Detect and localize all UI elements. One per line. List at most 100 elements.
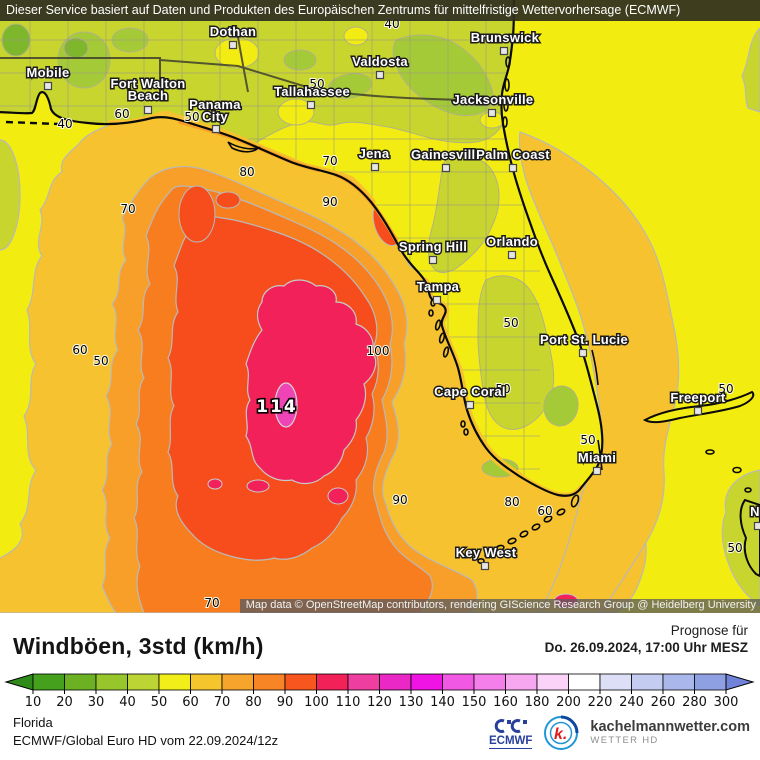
brand-name: kachelmannwetter.com — [590, 719, 750, 735]
scale-tick-130: 130 — [399, 695, 424, 710]
scale-segment — [694, 673, 727, 691]
ecmwf-logo: ECMWF — [488, 717, 533, 749]
contour-label-50: 50 — [495, 382, 510, 396]
contour-label-70: 70 — [120, 202, 135, 216]
contour-60-atlantic — [518, 131, 680, 613]
chart-title: Windböen, 3std (km/h) — [13, 633, 264, 659]
city-marker — [465, 400, 475, 410]
city-label-tallahassee: Tallahassee — [274, 84, 350, 99]
forecast-time: Do. 26.09.2024, 17:00 Uhr MESZ — [544, 640, 748, 655]
contour-label-60: 60 — [537, 504, 552, 518]
state-borders — [0, 24, 502, 101]
contour-label-60: 60 — [114, 107, 129, 121]
scale-tick-220: 220 — [588, 695, 613, 710]
scale-segment — [599, 673, 632, 691]
kachelmann-k: k. — [554, 726, 567, 743]
scale-tick-10: 10 — [25, 695, 42, 710]
city-marker — [441, 163, 451, 173]
contour-label-50: 50 — [503, 316, 518, 330]
scale-segment — [221, 673, 254, 691]
scale-tick-60: 60 — [182, 695, 199, 710]
scale-segment — [64, 673, 97, 691]
contour-100 — [245, 279, 377, 485]
city-marker — [499, 46, 509, 56]
scale-tick-50: 50 — [151, 695, 168, 710]
contour-label-90: 90 — [392, 493, 407, 507]
peak-value-label: 114 — [256, 397, 298, 417]
scale-segment — [347, 673, 380, 691]
scale-tick-110: 110 — [336, 695, 361, 710]
scale-arrow-right — [725, 673, 755, 691]
city-marker — [143, 105, 153, 115]
city-label-fort-walton-beach: Fort Walton Beach — [110, 76, 185, 103]
scale-tick-200: 200 — [556, 695, 581, 710]
scale-tick-70: 70 — [214, 695, 231, 710]
scale-segment — [505, 673, 538, 691]
scale-segment — [158, 673, 191, 691]
scale-tick-80: 80 — [245, 695, 262, 710]
region-label: Florida — [13, 715, 53, 730]
scale-tick-260: 260 — [651, 695, 676, 710]
scale-tick-240: 240 — [619, 695, 644, 710]
scale-arrow-left — [4, 673, 34, 691]
city-marker — [480, 561, 490, 571]
city-marker — [508, 163, 518, 173]
scale-segment — [379, 673, 412, 691]
city-label-jacksonville: Jacksonville — [453, 92, 534, 107]
city-label-dothan: Dothan — [210, 24, 257, 39]
scale-segment — [32, 673, 65, 691]
city-marker — [753, 521, 760, 531]
contour-label-70: 70 — [204, 596, 219, 610]
legend-panel: Windböen, 3std (km/h) Prognose für Do. 2… — [0, 613, 760, 760]
city-label-port-st-lucie: Port St. Lucie — [540, 332, 628, 347]
scale-tick-180: 180 — [525, 695, 550, 710]
city-marker — [370, 162, 380, 172]
city-label-mobile: Mobile — [27, 65, 70, 80]
city-marker — [487, 108, 497, 118]
scale-segment — [95, 673, 128, 691]
forecast-info: Prognose für Do. 26.09.2024, 17:00 Uhr M… — [545, 622, 748, 656]
city-marker — [211, 124, 221, 134]
scale-segment — [284, 673, 317, 691]
city-marker — [432, 295, 442, 305]
model-info: Florida ECMWF/Global Euro HD vom 22.09.2… — [13, 714, 278, 750]
city-label-valdosta: Valdosta — [352, 54, 408, 69]
city-marker — [428, 255, 438, 265]
contour-label-40: 40 — [57, 117, 72, 131]
scale-segment — [316, 673, 349, 691]
contour-label-50: 50 — [184, 110, 199, 124]
contour-label-60: 60 — [72, 343, 87, 357]
city-label-tampa: Tampa — [417, 279, 460, 294]
scale-tick-20: 20 — [56, 695, 73, 710]
city-marker — [375, 70, 385, 80]
city-marker — [43, 81, 53, 91]
contour-label-100: 100 — [367, 344, 390, 358]
scale-tick-120: 120 — [367, 695, 392, 710]
scale-segment — [662, 673, 695, 691]
contour-label-70: 70 — [322, 154, 337, 168]
city-marker — [228, 40, 238, 50]
contour-label-90: 90 — [322, 195, 337, 209]
land — [0, 0, 603, 496]
contour-label-50: 50 — [309, 77, 324, 91]
contour-label-80: 80 — [504, 495, 519, 509]
city-label-miami: Miami — [578, 450, 616, 465]
map-area: 40 60 50 50 40 80 70 90 70 60 50 100 90 80 60 50 50 50 50 5… — [0, 0, 760, 613]
kachelmann-logo-icon: k. — [544, 715, 579, 750]
ecmwf-logo-text: ECMWF — [488, 735, 533, 749]
city-label-orlando: Orlando — [486, 234, 538, 249]
city-marker — [592, 466, 602, 476]
scale-tick-40: 40 — [119, 695, 136, 710]
city-labels: Mobile Dothan Valdosta Brunswick Fort Walton… — [25, 23, 760, 571]
scale-tick-90: 90 — [277, 695, 294, 710]
color-scale: 10 20 30 40 50 60 70 80 90 100 110 120 130 140 150 160 1… — [4, 673, 755, 710]
coastline — [0, 0, 604, 497]
city-label-freeport: Freeport — [670, 390, 726, 405]
scale-tick-280: 280 — [682, 695, 707, 710]
contour-label-50: 50 — [718, 382, 733, 396]
footer-logos: ECMWF k. kachelmannwetter.com WETTER HD — [488, 713, 750, 753]
islands — [5, 56, 603, 564]
scale-tick-140: 140 — [430, 695, 455, 710]
city-label-cape-coral: Cape Coral — [434, 384, 506, 399]
scale-tick-30: 30 — [88, 695, 105, 710]
